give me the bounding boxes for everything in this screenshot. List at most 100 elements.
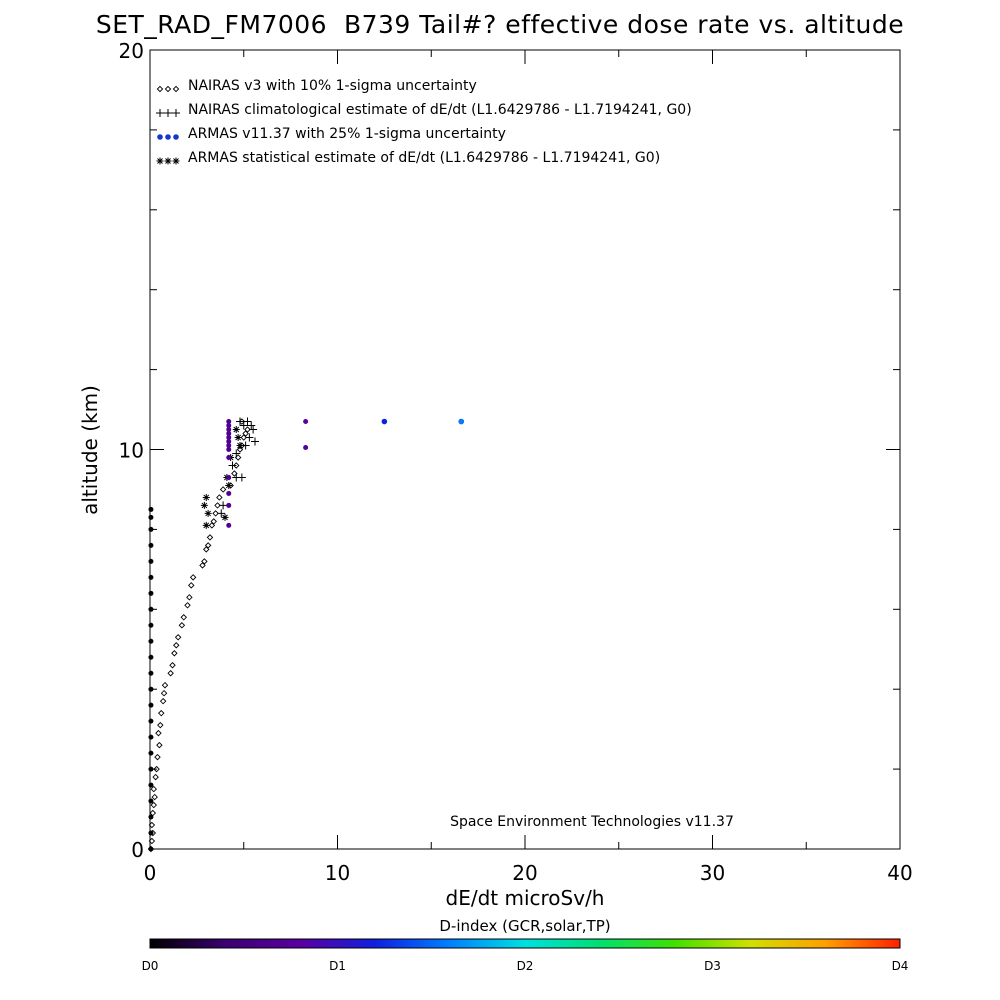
- data-point: [157, 721, 164, 729]
- data-point: [219, 486, 227, 493]
- data-point: [180, 614, 187, 621]
- x-tick-label: 10: [325, 861, 350, 885]
- d-index-point: [226, 435, 232, 441]
- data-point: [171, 650, 178, 657]
- data-point: [233, 462, 240, 469]
- legend: NAIRAS v3 with 10% 1-sigma uncertainty NA…: [156, 78, 692, 166]
- data-point: [203, 546, 210, 553]
- data-point: [236, 442, 244, 450]
- y-tick-label: 10: [119, 439, 144, 463]
- d-index-point: [148, 670, 154, 676]
- data-point: [202, 493, 210, 501]
- y-tick-label: 20: [119, 39, 144, 63]
- legend-entry: ARMAS v11.37 with 25% 1-sigma uncertaint…: [157, 126, 506, 142]
- legend-entry: NAIRAS v3 with 10% 1-sigma uncertainty: [156, 78, 477, 94]
- d-index-point: [148, 590, 154, 596]
- data-point: [155, 729, 162, 737]
- data-point: [247, 421, 256, 430]
- data-point: [154, 753, 161, 761]
- legend-label: ARMAS v11.37 with 25% 1-sigma uncertaint…: [188, 126, 506, 142]
- data-point: [200, 501, 208, 509]
- data-point: [204, 542, 212, 549]
- data-point: [184, 602, 191, 609]
- data-point: [178, 622, 186, 629]
- d-index-point: [226, 454, 232, 460]
- data-point: [188, 582, 195, 589]
- d-index-point: [148, 798, 154, 804]
- d-index-point: [148, 606, 154, 612]
- colorbar-labels: D0 D1 D2 D3 D4: [142, 959, 909, 973]
- d-index-point: [226, 431, 232, 437]
- legend-label: NAIRAS climatological estimate of dE/dt …: [188, 102, 692, 118]
- d-index-point: [303, 445, 309, 451]
- data-point: [152, 773, 159, 781]
- data-point: [206, 534, 214, 541]
- data-point: [161, 681, 169, 689]
- d-index-point: [226, 490, 232, 496]
- data-point: [231, 470, 238, 477]
- data-point: [156, 741, 163, 749]
- legend-marker: [164, 157, 172, 165]
- d-index-point: [148, 830, 154, 836]
- data-point: [239, 421, 248, 430]
- legend-marker: [165, 134, 171, 140]
- d-index-point: [458, 419, 464, 425]
- data-point: [251, 437, 259, 446]
- x-tick-label: 40: [887, 861, 912, 885]
- d-index-point: [148, 750, 154, 756]
- y-tick-label: 0: [131, 838, 144, 862]
- chart-title: SET_RAD_FM7006 B739 Tail#? effective dos…: [95, 10, 905, 39]
- data-point: [214, 502, 221, 509]
- x-tick-label: 30: [700, 861, 725, 885]
- data-point: [189, 574, 197, 581]
- credit-label: Space Environment Technologies v11.37: [450, 814, 734, 830]
- legend-marker: [156, 85, 164, 93]
- x-tick-label: 0: [144, 861, 157, 885]
- data-point: [242, 430, 249, 437]
- data-point: [212, 510, 219, 517]
- colorbar-gradient: [149, 938, 901, 949]
- colorbar-label: D3: [704, 959, 721, 973]
- x-axis-title: dE/dt microSv/h: [446, 886, 605, 910]
- data-point: [232, 449, 241, 458]
- data-point: [216, 494, 223, 501]
- data-point: [153, 765, 160, 773]
- data-point: [219, 501, 228, 510]
- legend-label: NAIRAS v3 with 10% 1-sigma uncertainty: [188, 78, 477, 94]
- d-index-point: [226, 439, 232, 445]
- d-index-point: [148, 622, 154, 628]
- data-point: [245, 433, 254, 442]
- data-point: [151, 793, 158, 801]
- legend-marker: [164, 85, 172, 93]
- d-index-point: [148, 846, 154, 852]
- d-index-point: [148, 638, 154, 644]
- data-point: [173, 642, 180, 649]
- data-point: [243, 417, 252, 426]
- legend-label: ARMAS statistical estimate of dE/dt (L1.…: [188, 150, 660, 166]
- d-index-point: [303, 419, 309, 425]
- d-index-point: [226, 447, 232, 452]
- d-index-point: [148, 814, 154, 820]
- data-point: [169, 661, 176, 669]
- d-index-point: [148, 718, 154, 724]
- data-point: [202, 521, 210, 529]
- y-axis-title: altitude (km): [78, 385, 102, 515]
- data-point: [225, 481, 233, 489]
- data-point: [237, 473, 246, 482]
- d-index-point: [381, 419, 387, 425]
- colorbar: D-index (GCR,solar,TP) D0 D1 D2 D3 D4: [142, 917, 909, 973]
- series-2: [381, 418, 465, 425]
- data-point: [199, 562, 206, 569]
- data-point: [159, 697, 167, 705]
- data-point: [232, 426, 240, 434]
- data-points: [147, 417, 465, 853]
- data-point: [150, 801, 157, 809]
- data-point: [236, 446, 244, 453]
- legend-entry: NAIRAS climatological estimate of dE/dt …: [156, 102, 692, 118]
- data-point: [167, 669, 174, 677]
- data-point: [210, 518, 217, 525]
- colorbar-label: D1: [329, 959, 346, 973]
- data-point: [148, 837, 156, 845]
- d-index-point: [148, 574, 154, 580]
